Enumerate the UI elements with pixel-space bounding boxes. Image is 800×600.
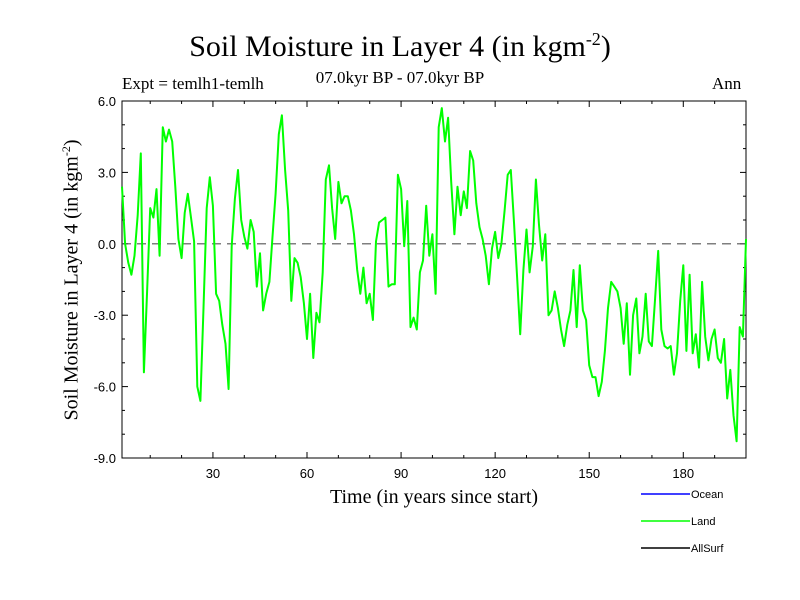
x-tick-label: 120 [484, 466, 506, 481]
x-tick-label: 180 [672, 466, 694, 481]
x-axis-label: Time (in years since start) [329, 486, 539, 508]
chart-title: Soil Moisture in Layer 4 (in kgm-2) [189, 29, 611, 63]
x-tick-label: 60 [300, 466, 314, 481]
x-tick-label: 150 [578, 466, 600, 481]
y-tick-label: 0.0 [98, 237, 116, 252]
y-tick-label: 6.0 [98, 94, 116, 109]
period-label: 07.0kyr BP - 07.0kyr BP [315, 68, 485, 87]
y-tick-label: -9.0 [94, 451, 116, 466]
legend-label-land: Land [691, 516, 715, 528]
legend-label-ocean: Ocean [691, 489, 723, 501]
y-tick-label: -3.0 [94, 308, 116, 323]
y-tick-label: -6.0 [94, 380, 116, 395]
legend-label-allsurf: AllSurf [691, 543, 724, 555]
x-tick-label: 30 [206, 466, 220, 481]
experiment-label: Expt = temlh1-temlh [122, 74, 264, 93]
plot-frame [121, 100, 747, 459]
season-label: Ann [712, 74, 742, 93]
x-tick-label: 90 [394, 466, 408, 481]
series-line-land [121, 107, 747, 443]
y-tick-label: 3.0 [98, 165, 116, 180]
